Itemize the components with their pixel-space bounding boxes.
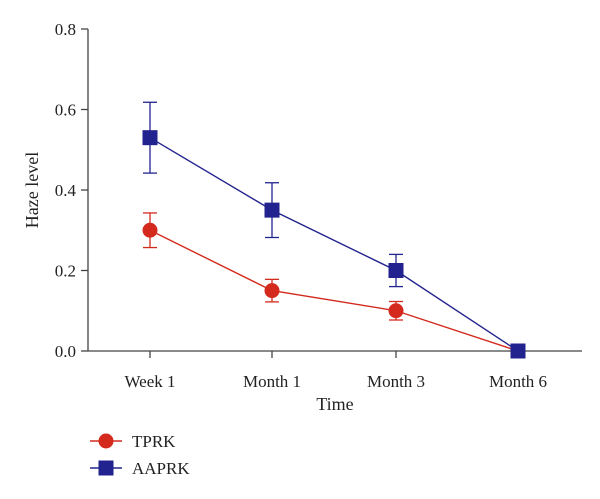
y-tick-label: 0.0 xyxy=(55,342,76,361)
x-ticks: Week 1 Month 1 Month 3 Month 6 xyxy=(124,351,547,391)
x-tick-label: Month 6 xyxy=(489,372,547,391)
y-tick-label: 0.8 xyxy=(55,20,76,39)
legend-item-tprk: TPRK xyxy=(90,432,176,451)
data-point xyxy=(388,303,404,319)
data-point xyxy=(264,283,280,299)
legend-label: AAPRK xyxy=(132,459,190,478)
series-tprk xyxy=(142,212,526,359)
data-point xyxy=(388,263,404,278)
legend-marker xyxy=(98,433,114,449)
y-tick-label: 0.6 xyxy=(55,101,76,120)
plot-area xyxy=(142,101,526,359)
series-line xyxy=(149,229,519,352)
y-ticks: 0.0 0.2 0.4 0.6 0.8 xyxy=(55,20,88,361)
axes xyxy=(87,29,582,352)
data-point xyxy=(264,202,280,218)
series-aaprk xyxy=(142,101,526,359)
legend: TPRK AAPRK xyxy=(90,432,190,478)
x-tick-label: Month 1 xyxy=(243,372,301,391)
series-line xyxy=(149,137,519,352)
legend-marker xyxy=(98,460,114,476)
legend-item-aaprk: AAPRK xyxy=(90,459,190,478)
data-point xyxy=(510,343,526,359)
data-point xyxy=(142,130,158,146)
x-tick-label: Week 1 xyxy=(124,372,175,391)
data-point xyxy=(142,222,158,238)
y-tick-label: 0.4 xyxy=(55,181,77,200)
x-axis-label: Time xyxy=(316,394,353,414)
y-axis-label: Haze level xyxy=(22,152,42,228)
y-tick-label: 0.2 xyxy=(55,262,76,281)
legend-label: TPRK xyxy=(132,432,176,451)
x-tick-label: Month 3 xyxy=(367,372,425,391)
